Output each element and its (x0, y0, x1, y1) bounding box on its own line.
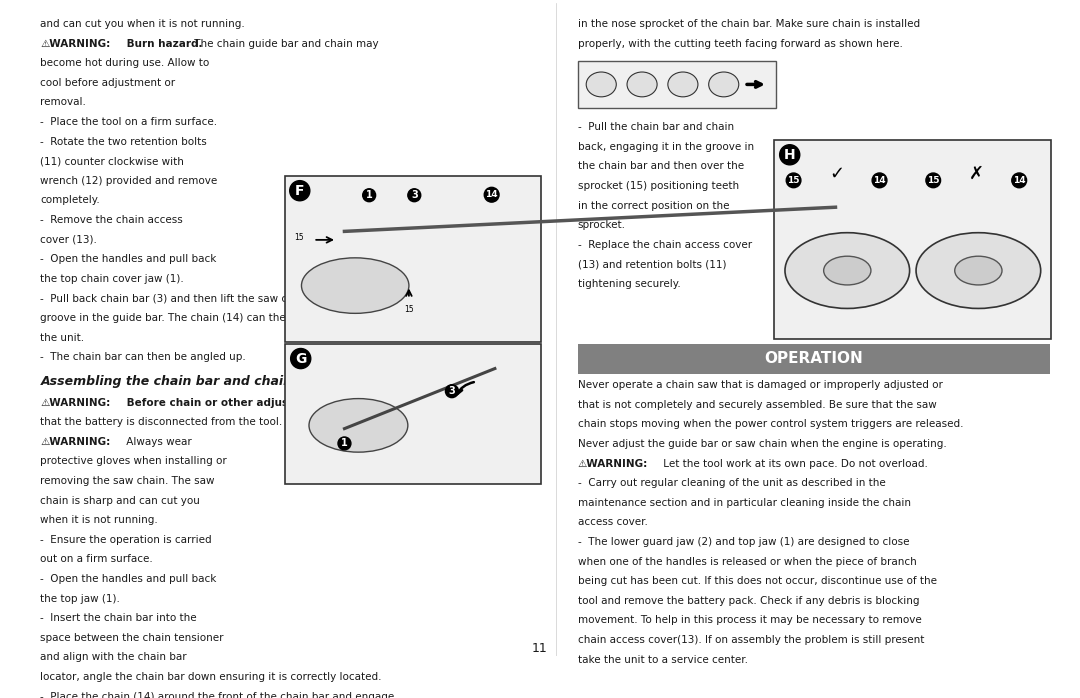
Text: 14: 14 (1013, 176, 1026, 185)
Text: take the unit to a service center.: take the unit to a service center. (578, 655, 747, 664)
Text: (13) and retention bolts (11): (13) and retention bolts (11) (578, 260, 726, 269)
Text: completely.: completely. (40, 195, 100, 205)
Text: 15: 15 (927, 176, 940, 185)
Text: -  Insert the chain bar into the: - Insert the chain bar into the (40, 613, 197, 623)
Text: in the nose sprocket of the chain bar. Make sure chain is installed: in the nose sprocket of the chain bar. M… (578, 19, 920, 29)
Text: ⚠WARNING:: ⚠WARNING: (40, 437, 110, 447)
Text: and can cut you when it is not running.: and can cut you when it is not running. (40, 19, 245, 29)
Text: H: H (784, 148, 796, 162)
Text: the chain bar and then over the: the chain bar and then over the (578, 161, 744, 172)
Text: that is not completely and securely assembled. Be sure that the saw: that is not completely and securely asse… (578, 400, 936, 410)
Text: Assembling the chain bar and chain (figs. G, H): Assembling the chain bar and chain (figs… (40, 375, 374, 388)
Text: become hot during use. Allow to: become hot during use. Allow to (40, 59, 210, 68)
Text: out on a firm surface.: out on a firm surface. (40, 554, 153, 565)
Text: 3: 3 (410, 191, 418, 200)
Text: 15: 15 (404, 305, 414, 314)
Text: Before chain or other adjustments, make sure: Before chain or other adjustments, make … (123, 398, 399, 408)
Text: (11) counter clockwise with: (11) counter clockwise with (40, 156, 185, 166)
Text: ✓: ✓ (829, 165, 845, 183)
Text: -  Remove the chain access: - Remove the chain access (40, 215, 184, 225)
Text: tool and remove the battery pack. Check if any debris is blocking: tool and remove the battery pack. Check … (578, 596, 919, 606)
Text: properly, with the cutting teeth facing forward as shown here.: properly, with the cutting teeth facing … (578, 38, 903, 49)
Text: -  The lower guard jaw (2) and top jaw (1) are designed to close: - The lower guard jaw (2) and top jaw (1… (578, 537, 909, 547)
Bar (578, 343, 1051, 373)
Text: removal.: removal. (40, 98, 86, 107)
Text: -  Open the handles and pull back: - Open the handles and pull back (40, 254, 217, 265)
Text: groove in the guide bar. The chain (14) can then be removed from: groove in the guide bar. The chain (14) … (40, 313, 386, 323)
Ellipse shape (301, 258, 409, 313)
Text: ✗: ✗ (969, 165, 984, 183)
Text: 14: 14 (485, 191, 498, 199)
Text: 15: 15 (294, 233, 303, 242)
Text: cool before adjustment or: cool before adjustment or (40, 78, 176, 88)
Text: ⚠WARNING:: ⚠WARNING: (578, 459, 648, 468)
Text: sprocket.: sprocket. (578, 221, 625, 230)
Text: Burn hazard.: Burn hazard. (123, 38, 203, 49)
Text: when one of the handles is released or when the piece of branch: when one of the handles is released or w… (578, 556, 916, 567)
Text: 3: 3 (448, 386, 456, 396)
Bar (285, 343, 541, 484)
Text: F: F (295, 184, 305, 198)
Text: that the battery is disconnected from the tool.: that the battery is disconnected from th… (40, 417, 283, 427)
Ellipse shape (586, 72, 617, 97)
Bar (578, 61, 777, 108)
Text: being cut has been cut. If this does not occur, discontinue use of the: being cut has been cut. If this does not… (578, 577, 936, 586)
Text: OPERATION: OPERATION (765, 351, 863, 366)
Text: the top jaw (1).: the top jaw (1). (40, 593, 120, 604)
Text: -  Ensure the operation is carried: - Ensure the operation is carried (40, 535, 212, 544)
Text: and align with the chain bar: and align with the chain bar (40, 653, 187, 662)
Text: the top chain cover jaw (1).: the top chain cover jaw (1). (40, 274, 184, 284)
Text: Always wear: Always wear (123, 437, 192, 447)
Text: 1: 1 (366, 191, 373, 200)
Text: -  Pull back chain bar (3) and then lift the saw chain (14) out of the: - Pull back chain bar (3) and then lift … (40, 293, 389, 304)
Text: chain access cover(13). If on assembly the problem is still present: chain access cover(13). If on assembly t… (578, 635, 924, 645)
Text: sprocket (15) positioning teeth: sprocket (15) positioning teeth (578, 181, 739, 191)
Text: -  Rotate the two retention bolts: - Rotate the two retention bolts (40, 137, 207, 147)
Text: 15: 15 (787, 176, 800, 185)
Circle shape (955, 256, 1002, 285)
Text: wrench (12) provided and remove: wrench (12) provided and remove (40, 176, 218, 186)
Text: ⚠WARNING:: ⚠WARNING: (40, 38, 110, 49)
Ellipse shape (627, 72, 657, 97)
Text: in the correct position on the: in the correct position on the (578, 201, 729, 211)
Text: removing the saw chain. The saw: removing the saw chain. The saw (40, 476, 215, 486)
Text: -  Open the handles and pull back: - Open the handles and pull back (40, 574, 217, 584)
Text: protective gloves when installing or: protective gloves when installing or (40, 456, 227, 466)
Circle shape (824, 256, 870, 285)
Text: The chain guide bar and chain may: The chain guide bar and chain may (191, 38, 378, 49)
Text: the unit.: the unit. (40, 333, 84, 343)
Text: -  Place the chain (14) around the front of the chain bar and engage: - Place the chain (14) around the front … (40, 692, 394, 698)
Text: -  Carry out regular cleaning of the unit as described in the: - Carry out regular cleaning of the unit… (578, 478, 886, 489)
Circle shape (785, 232, 909, 309)
Bar (774, 140, 1052, 339)
Text: 14: 14 (874, 176, 886, 185)
Text: chain stops moving when the power control system triggers are released.: chain stops moving when the power contro… (578, 419, 963, 429)
Text: Let the tool work at its own pace. Do not overload.: Let the tool work at its own pace. Do no… (660, 459, 928, 468)
Text: 11: 11 (532, 641, 548, 655)
Text: movement. To help in this process it may be necessary to remove: movement. To help in this process it may… (578, 616, 921, 625)
Text: 1: 1 (341, 438, 348, 448)
Text: cover (13).: cover (13). (40, 235, 97, 244)
Text: access cover.: access cover. (578, 517, 648, 528)
Text: -  Place the tool on a firm surface.: - Place the tool on a firm surface. (40, 117, 217, 127)
Text: Never operate a chain saw that is damaged or improperly adjusted or: Never operate a chain saw that is damage… (578, 380, 943, 390)
Text: Never adjust the guide bar or saw chain when the engine is operating.: Never adjust the guide bar or saw chain … (578, 439, 946, 449)
Ellipse shape (667, 72, 698, 97)
Ellipse shape (708, 72, 739, 97)
Text: -  The chain bar can then be angled up.: - The chain bar can then be angled up. (40, 352, 246, 362)
Text: ⚠WARNING:: ⚠WARNING: (40, 398, 110, 408)
Text: back, engaging it in the groove in: back, engaging it in the groove in (578, 142, 754, 152)
Text: G: G (295, 352, 307, 366)
Text: chain is sharp and can cut you: chain is sharp and can cut you (40, 496, 200, 505)
Text: tightening securely.: tightening securely. (578, 279, 680, 289)
Text: -  Replace the chain access cover: - Replace the chain access cover (578, 240, 752, 250)
Text: -  Pull the chain bar and chain: - Pull the chain bar and chain (578, 122, 733, 133)
Text: when it is not running.: when it is not running. (40, 515, 158, 525)
Text: locator, angle the chain bar down ensuring it is correctly located.: locator, angle the chain bar down ensuri… (40, 672, 382, 682)
Text: space between the chain tensioner: space between the chain tensioner (40, 633, 224, 643)
Circle shape (916, 232, 1041, 309)
Ellipse shape (309, 399, 408, 452)
Text: maintenance section and in particular cleaning inside the chain: maintenance section and in particular cl… (578, 498, 910, 508)
Bar (285, 176, 541, 343)
